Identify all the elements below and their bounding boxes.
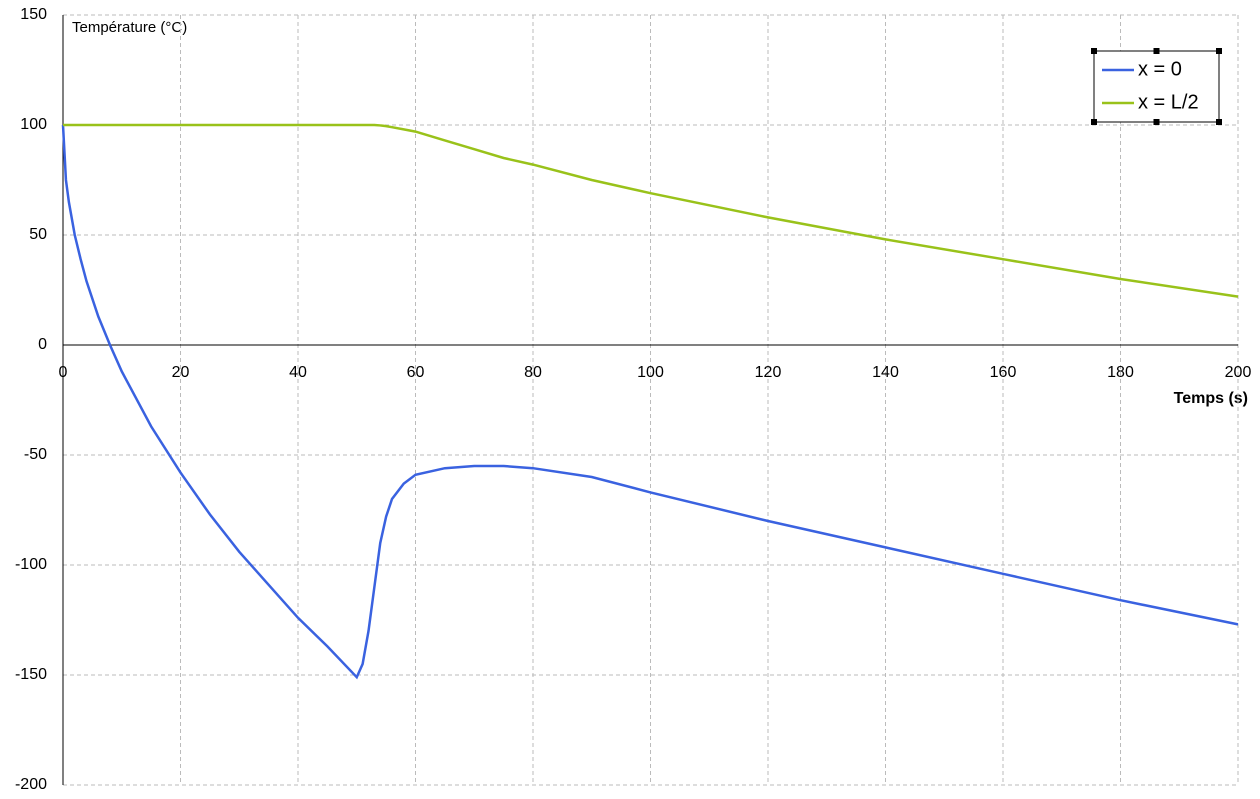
- legend-handle: [1153, 119, 1160, 125]
- x-tick-label: 20: [172, 364, 190, 381]
- x-tick-label: 80: [524, 364, 542, 381]
- legend-handle: [1216, 119, 1222, 125]
- y-tick-label: 0: [38, 336, 47, 353]
- y-tick-label: -50: [24, 446, 47, 463]
- y-tick-label: -200: [15, 776, 47, 793]
- y-tick-label: -100: [15, 556, 47, 573]
- y-tick-label: -150: [15, 666, 47, 683]
- y-tick-label: 50: [29, 226, 47, 243]
- x-tick-label: 140: [872, 364, 899, 381]
- y-tick-label: 150: [20, 6, 47, 23]
- x-tick-label: 100: [637, 364, 664, 381]
- y-tick-label: 100: [20, 116, 47, 133]
- legend-handle: [1153, 48, 1160, 54]
- legend-label: x = L/2: [1138, 91, 1199, 113]
- legend-handle: [1091, 48, 1097, 54]
- y-axis-label: Température (°C): [72, 19, 187, 36]
- x-tick-label: 40: [289, 364, 307, 381]
- x-tick-label: 180: [1107, 364, 1134, 381]
- legend-label: x = 0: [1138, 58, 1182, 80]
- x-axis-label: Temps (s): [1174, 390, 1248, 407]
- x-tick-label: 60: [407, 364, 425, 381]
- x-tick-label: 160: [990, 364, 1017, 381]
- line-series: [61, 124, 1239, 680]
- legend-box: [1093, 50, 1220, 123]
- legend-handle: [1091, 119, 1097, 125]
- line-series: [63, 123, 1239, 298]
- legend-handle: [1216, 48, 1222, 54]
- x-tick-label: 200: [1225, 364, 1252, 381]
- x-tick-label: 120: [755, 364, 782, 381]
